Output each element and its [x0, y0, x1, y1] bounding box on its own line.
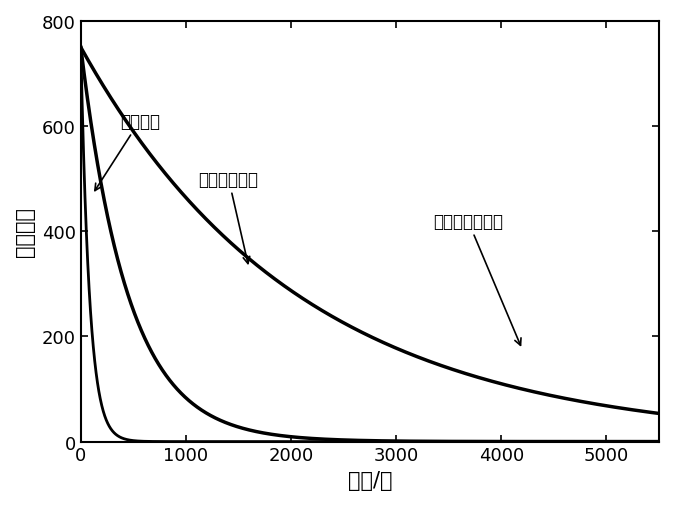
X-axis label: 时间/秒: 时间/秒: [348, 470, 392, 490]
Y-axis label: 荧光强度: 荧光强度: [15, 207, 35, 257]
Text: 同型半胱氨酸: 同型半胱氨酸: [199, 170, 259, 264]
Text: 半胱氨酸: 半胱氨酸: [95, 113, 160, 191]
Text: 还原型谷胱甘肽: 还原型谷胱甘肽: [433, 213, 521, 345]
